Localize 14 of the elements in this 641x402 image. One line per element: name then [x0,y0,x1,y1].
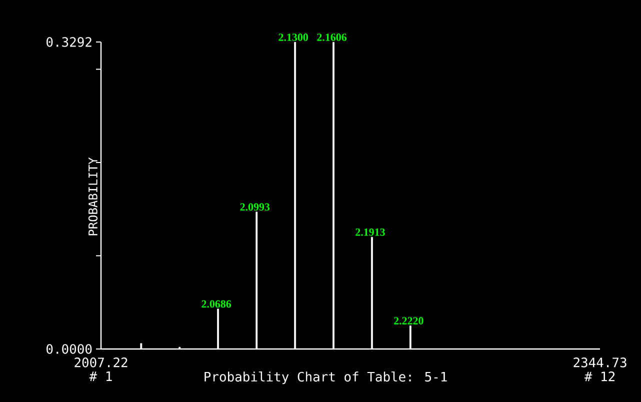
annotation: 2.1913 [356,228,385,236]
y-tick-label: 0.3292 [46,37,92,47]
annotation: 2.0993 [240,203,270,211]
x-tick-label: 2007.22 [74,358,128,368]
annotation: 2.1300 [278,34,308,41]
annotation: 2.2220 [394,317,424,324]
annotation: 2.1606 [317,34,347,41]
text: # 1 [89,372,112,381]
y-axis-title: PROBABILITY [88,157,98,236]
y-tick-label: 0.0000 [46,344,92,354]
x-tick-label: 2344.73 [574,358,626,368]
annotation: 2.0686 [202,300,232,308]
text: Probability Chart of Table: 5-1 [204,372,447,384]
text: # 12 [584,372,615,382]
